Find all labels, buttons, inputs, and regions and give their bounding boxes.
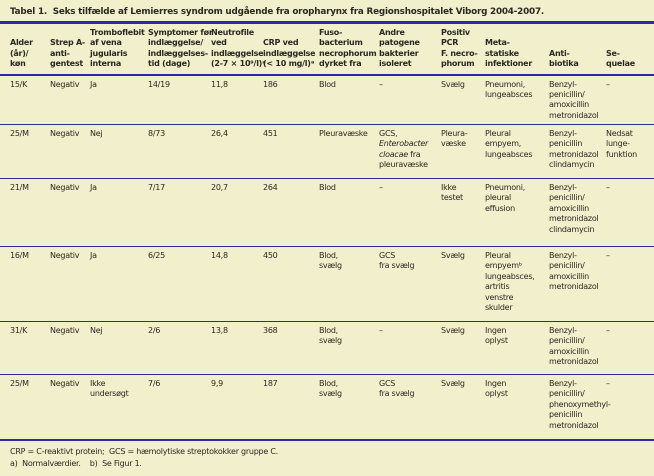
table-cell: Pleural empyem, lungeabsces — [485, 124, 549, 179]
table-cell: Benzyl- penicillin/ phenoxymethyl- penic… — [549, 374, 611, 440]
table-cell: 26,4 — [211, 124, 263, 179]
column-header: Strep A- anti- gentest — [50, 22, 90, 76]
table-cell: Ja — [90, 79, 97, 89]
table-cell: Ingen oplyst — [485, 374, 549, 440]
table-cell: Blod, svælg — [319, 321, 379, 375]
column-header: Andre patogene bakterier isoleret — [379, 22, 441, 76]
table-cell: – — [379, 178, 441, 247]
table-cell: Svælg — [441, 321, 485, 375]
table-cell: Ja — [90, 246, 148, 322]
table-cell: GCS, Enterobacter cloacae fra pleuravæsk… — [379, 124, 441, 179]
table-cell: 450 — [263, 246, 319, 322]
table-cell: 7/6 — [148, 374, 211, 440]
column-header: Tromboflebit af vena jugularis interna — [90, 22, 148, 76]
table-cell: Pneumoni, pleural effusion — [485, 178, 549, 247]
table-row: 16/M Negativ Ja 6/25 14,8 450 Blod, svælg GCS f… — [0, 246, 654, 322]
table-cell: Benzyl- penicillin/ amoxicillin metronid… — [549, 178, 606, 247]
table-cell: 2/6 — [148, 321, 211, 375]
table-cell: Ingen oplyst — [485, 321, 549, 375]
table-cell: Pleural empyemᵇ lungeabsces, artritis ve… — [485, 246, 549, 322]
table-cell: 20,7 — [211, 178, 263, 247]
table-cell: Svælg — [441, 246, 485, 322]
table-cell: 186 — [263, 79, 278, 89]
table-cell: 14,8 — [211, 246, 263, 322]
table-cell: – — [606, 79, 610, 89]
table-row: 25/M Negativ Nej 8/73 26,4 451 Pleuravæske GCS,… — [0, 124, 654, 179]
table-row: 15/K Negativ Ja 14/19 11,8 186 Blod – Svælg Pneum… — [0, 75, 654, 125]
column-header: Neutrofile ved indlæggelse (2-7 × 10⁹/l)… — [211, 22, 266, 76]
table-cell: Negativ — [50, 246, 90, 322]
column-header: Fuso- bacterium necrophorum dyrket fra — [319, 22, 379, 76]
footnotes: CRP = C-reaktivt protein; GCS = hæmolyti… — [0, 441, 654, 471]
table-cell: 451 — [263, 124, 319, 179]
table-cell: Benzyl- penicillin/ amoxicillin metronid… — [549, 79, 599, 120]
column-header: Meta- statiske infektioner — [485, 22, 549, 76]
table-cell: 8/73 — [148, 124, 211, 179]
table-cell: 264 — [263, 178, 319, 247]
table-cell: GCS fra svælg — [379, 246, 441, 322]
header-row: Alder (år)/ køn Strep A- anti- gentest Tro… — [0, 22, 654, 76]
table-cell: Pleuravæske — [319, 124, 379, 179]
table-cell: Nej — [90, 124, 148, 179]
table-cell: 368 — [263, 321, 319, 375]
table-cell: – — [606, 321, 654, 375]
table-cell: 15/K — [10, 79, 28, 89]
table-cell: 187 — [263, 374, 319, 440]
table-cell: 16/M — [0, 246, 50, 322]
column-header: Se- quelae — [606, 22, 654, 76]
table-cell: 11,8 — [211, 79, 228, 89]
species-name-italic: Enterobacter cloacae — [379, 139, 429, 159]
column-header: Alder (år)/ køn — [0, 22, 50, 76]
table-cell: Benzyl- penicillin metronidazol clindamy… — [549, 124, 606, 179]
table-cell: Benzyl- penicillin/ amoxicillin metronid… — [549, 246, 606, 322]
table-row: 25/M Negativ Ikke undersøgt 7/6 9,9 187 Blod, … — [0, 374, 654, 440]
table-cell: 25/M — [0, 374, 50, 440]
table-cell: Pleura- væske — [441, 124, 485, 179]
column-header: Anti- biotika — [549, 22, 606, 76]
table-cell: 25/M — [0, 124, 50, 179]
table-cell: 14/19 — [148, 79, 170, 89]
table-cell: Negativ — [50, 178, 90, 247]
table-cell: GCS fra svælg — [379, 374, 441, 440]
table-cell: Negativ — [50, 321, 90, 375]
table-cell: Ja — [90, 178, 148, 247]
table-cell: 6/25 — [148, 246, 211, 322]
table-body: 15/K Negativ Ja 14/19 11,8 186 Blod – Svælg Pneum… — [0, 75, 654, 440]
table-cell: Ikke testet — [441, 178, 485, 247]
table-cell: Blod — [319, 178, 379, 247]
table-cell: Pneumoni, lungeabsces — [485, 79, 533, 99]
table-cell: – — [606, 178, 654, 247]
table-row: 31/K Negativ Nej 2/6 13,8 368 Blod, svælg – Svæl… — [0, 321, 654, 375]
table-caption: Tabel 1. Seks tilfælde af Lemierres synd… — [10, 7, 545, 17]
table-cell: 13,8 — [211, 321, 263, 375]
column-header: CRP ved indlæggelse (< 10 mg/l)ᵃ — [263, 22, 319, 76]
column-header: Symptomer før indlæggelse/ indlæggelses-… — [148, 22, 213, 76]
table-cell: Svælg — [441, 374, 485, 440]
table-cell: Negativ — [50, 79, 80, 89]
table-cell: – — [379, 79, 383, 89]
table-cell: 21/M — [0, 178, 50, 247]
table-cell: Nej — [90, 321, 148, 375]
table-cell: Svælg — [441, 79, 465, 89]
table-cell: Negativ — [50, 124, 90, 179]
table-cell: 31/K — [0, 321, 50, 375]
table-cell: Blod, svælg — [319, 374, 379, 440]
footnote-abbreviations: CRP = C-reaktivt protein; GCS = hæmolyti… — [10, 446, 278, 456]
table-cell: – — [379, 321, 441, 375]
table-cell: Negativ — [50, 374, 90, 440]
table-cell: Ikke undersøgt — [90, 374, 148, 440]
column-header: Positiv PCR F. necro- phorum — [441, 22, 485, 76]
table-cell: Blod, svælg — [319, 246, 379, 322]
table-cell: Benzyl- penicillin/ amoxicillin metronid… — [549, 321, 606, 375]
table-cell: 7/17 — [148, 178, 211, 247]
footnote-markers: a) Normalværdier. b) Se Figur 1. — [10, 459, 142, 468]
table-cell: Blod — [319, 79, 336, 89]
table-cell: – — [606, 246, 654, 322]
table-row: 21/M Negativ Ja 7/17 20,7 264 Blod – Ikke testet… — [0, 178, 654, 247]
table-cell: – — [606, 374, 654, 440]
lemierre-cases-table: Alder (år)/ køn Strep A- anti- gentest Tro… — [0, 21, 654, 441]
table-cell: 9,9 — [211, 374, 263, 440]
table-cell: Nedsat lunge- funktion — [606, 124, 654, 179]
